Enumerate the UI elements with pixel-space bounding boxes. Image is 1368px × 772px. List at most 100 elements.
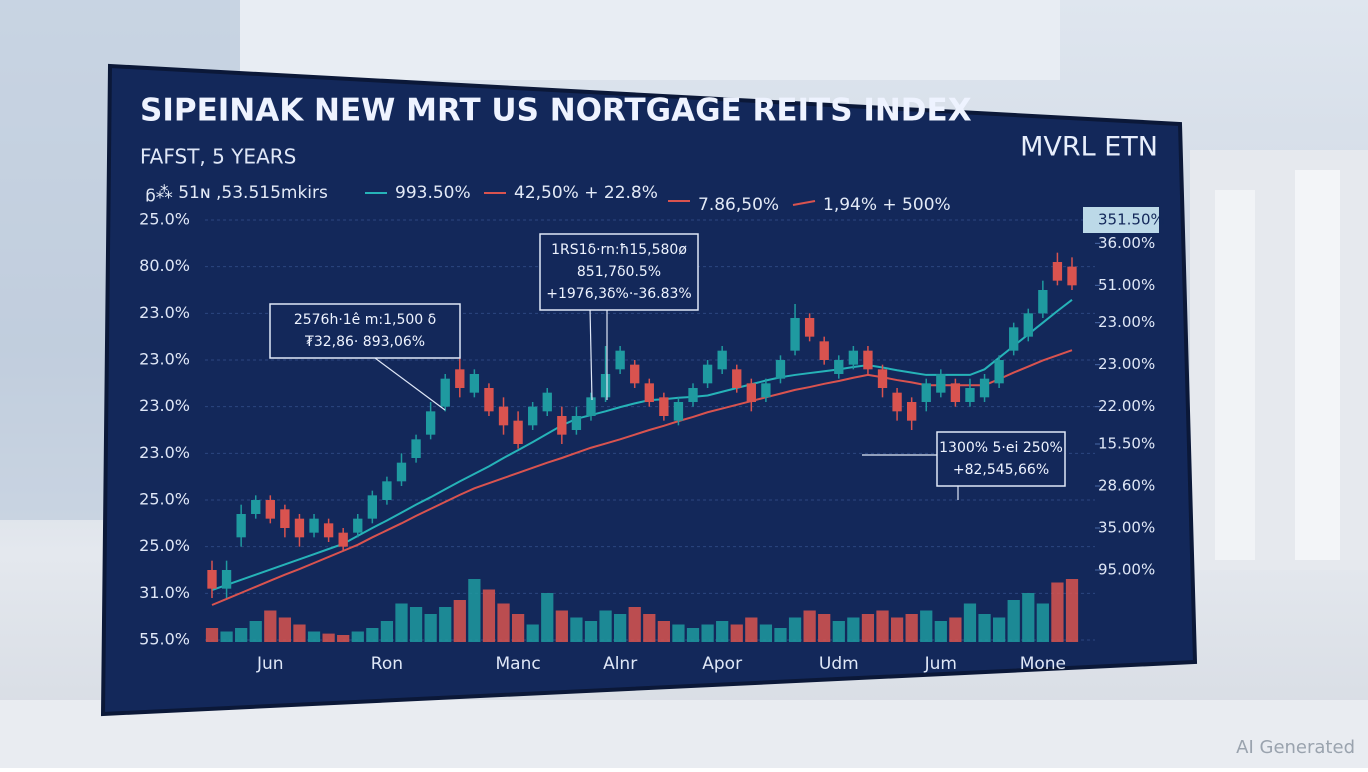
candle-body — [455, 369, 465, 388]
volume-bar — [730, 624, 743, 642]
volume-bar — [497, 603, 510, 642]
volume-bar — [511, 614, 525, 642]
y2-tick-label: 351.50% — [1098, 211, 1165, 229]
y-tick-label: 55.0% — [139, 630, 190, 649]
y2-tick-label: 22.00% — [1098, 397, 1155, 415]
legend-swatch — [792, 200, 816, 206]
candle-body — [1067, 266, 1077, 286]
volume-bar — [716, 621, 729, 642]
volume-bar — [337, 635, 350, 642]
volume-bar — [322, 633, 335, 642]
volume-bar — [205, 628, 219, 642]
annotation-leader — [374, 357, 446, 411]
candle-body — [688, 388, 698, 402]
y2-tick-label: 15.50% — [1098, 435, 1155, 453]
candle-body — [790, 318, 800, 351]
candle-body — [1052, 262, 1063, 281]
candle-body — [804, 318, 815, 337]
ma-line — [211, 299, 1073, 592]
candle-body — [1009, 327, 1019, 351]
volume-bar — [686, 628, 700, 642]
candle-body — [659, 397, 669, 416]
candle-body — [309, 518, 319, 533]
candle-body — [498, 406, 509, 426]
candle-body — [761, 383, 771, 398]
y2-tick-highlight — [1083, 207, 1159, 233]
badge: MVRL ETN — [1020, 132, 1158, 163]
volume-bar — [614, 614, 627, 642]
annotation-text: 1300% 5·ei 250% — [939, 440, 1063, 456]
candle-body — [411, 439, 421, 458]
legend-label: ᵷ⁂ 51ɴ ,53.515mkirs — [145, 183, 328, 203]
volume-bar — [628, 607, 641, 642]
annotation-text: 2576h·1ê m:1,500 ẟ — [294, 312, 436, 328]
candle-body — [994, 360, 1004, 384]
volume-bar — [949, 617, 962, 642]
candle-body — [367, 495, 378, 519]
candle-body — [353, 518, 363, 533]
x-tick-label: Jun — [256, 654, 284, 674]
candle-body — [586, 397, 596, 416]
volume-bar — [774, 628, 787, 642]
candle-body — [294, 518, 305, 538]
volume-bar — [934, 621, 947, 642]
candle-body — [440, 378, 450, 407]
volume-bar — [555, 610, 568, 642]
candle-body — [425, 411, 436, 435]
volume-bar — [905, 614, 918, 642]
y-tick-label: 25.0% — [139, 210, 190, 229]
legend-label: 7.86,50% — [698, 195, 779, 215]
candle-body — [979, 378, 990, 398]
volume-bar — [992, 617, 1006, 642]
y2-tick-label: 36.00% — [1098, 234, 1155, 252]
candle-body — [265, 500, 275, 519]
candle-body — [732, 369, 742, 388]
y-tick-label: 80.0% — [139, 256, 190, 275]
volume-bar — [526, 624, 539, 642]
column — [1295, 170, 1340, 560]
volume-bar — [701, 624, 714, 642]
volume-bar — [453, 600, 466, 642]
annotation-text: ₮32,86· 893,06% — [305, 334, 425, 350]
y-tick-label: 23.0% — [139, 350, 190, 369]
x-tick-label: Manc — [495, 654, 540, 674]
candle-body — [906, 402, 917, 421]
volume-bar — [643, 614, 656, 642]
candle-body — [251, 500, 261, 514]
volume-bar — [861, 614, 875, 642]
building-top — [240, 0, 1060, 80]
candle-body — [892, 392, 902, 412]
y2-tick-label: 23.00% — [1098, 355, 1155, 373]
candle-body — [513, 420, 523, 444]
volume-bar — [380, 621, 394, 642]
candle-body — [775, 360, 786, 379]
candle-body — [469, 374, 480, 393]
candle-body — [396, 462, 407, 482]
volume-bar — [366, 628, 379, 642]
candle-body — [600, 374, 611, 398]
candle-body — [950, 383, 961, 402]
volume-bar — [220, 631, 233, 642]
candle-body — [1038, 290, 1048, 314]
x-tick-label: Alnr — [603, 654, 637, 674]
y-tick-label: 23.0% — [139, 443, 190, 462]
volume-bar — [1007, 600, 1020, 642]
volume-bar — [468, 579, 481, 642]
chart-title: SIPEINAK NEW MRT US NORTGAGE REITS INDEX — [140, 93, 972, 129]
candle-body — [630, 364, 640, 384]
candle-body — [921, 383, 931, 402]
volume-bar — [584, 621, 598, 642]
volume-bar — [307, 631, 321, 642]
volume-bar — [978, 614, 991, 642]
candle-body — [965, 388, 975, 402]
candle-body — [936, 374, 946, 393]
volume-bar — [395, 603, 408, 642]
annotation-text: 1RS1δ·rn:ħ15,580ø — [551, 242, 687, 258]
volume-bar — [351, 631, 364, 642]
volume-bar — [249, 621, 262, 642]
y-tick-label: 23.0% — [139, 303, 190, 322]
candle-body — [644, 383, 654, 402]
y-tick-label: 31.0% — [139, 583, 190, 602]
candle-body — [615, 350, 625, 370]
